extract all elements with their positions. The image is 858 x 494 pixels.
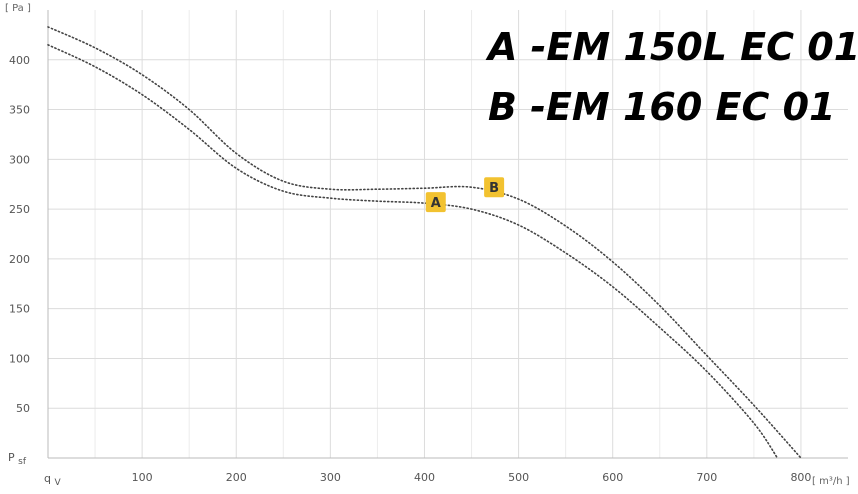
x-tick-label: 400 [414, 471, 435, 484]
chart-series [47, 26, 802, 459]
y-tick-label: 350 [9, 104, 30, 117]
y-tick-label: 200 [9, 253, 30, 266]
legend-line-b: B -EM 160 EC 01 [488, 85, 835, 129]
series-badges: AB [425, 177, 505, 213]
x-tick-label: 700 [696, 471, 717, 484]
badge-a [425, 192, 446, 213]
x-axis-unit: [ m³/h ] [812, 476, 850, 487]
y-tick-label: 250 [9, 203, 30, 216]
y-axis-symbol-text: P [8, 451, 15, 464]
badge-b [484, 177, 505, 198]
x-tick-label: 500 [508, 471, 529, 484]
y-axis-symbol-subscript: sf [18, 457, 27, 467]
x-tick-label: 800 [790, 471, 811, 484]
chart-axes: 100 200 300 400 500 600 700 800 50 100 150 200 250 30… [9, 10, 848, 484]
legend-line-a: A -EM 150L EC 01 [485, 25, 858, 69]
badge-label-b: B [489, 181, 499, 196]
x-tick-label: 300 [320, 471, 341, 484]
y-tick-label: 100 [9, 352, 30, 365]
y-tick-label: 400 [9, 54, 30, 67]
badge-label-a: A [431, 196, 441, 211]
x-tick-label: 100 [132, 471, 153, 484]
y-tick-label: 300 [9, 153, 30, 166]
series-line-b [47, 26, 802, 459]
y-axis-symbol: P sf [8, 451, 27, 467]
x-axis-symbol-subscript: V [54, 478, 61, 488]
x-tick-label: 600 [602, 471, 623, 484]
x-axis-symbol: q V [44, 472, 61, 488]
chart-grid [48, 10, 848, 458]
x-tick-label: 200 [226, 471, 247, 484]
y-axis-unit: [ Pa ] [5, 3, 31, 14]
y-tick-label: 50 [16, 402, 30, 415]
y-tick-label: 150 [9, 303, 30, 316]
x-axis-symbol-text: q [44, 472, 51, 485]
